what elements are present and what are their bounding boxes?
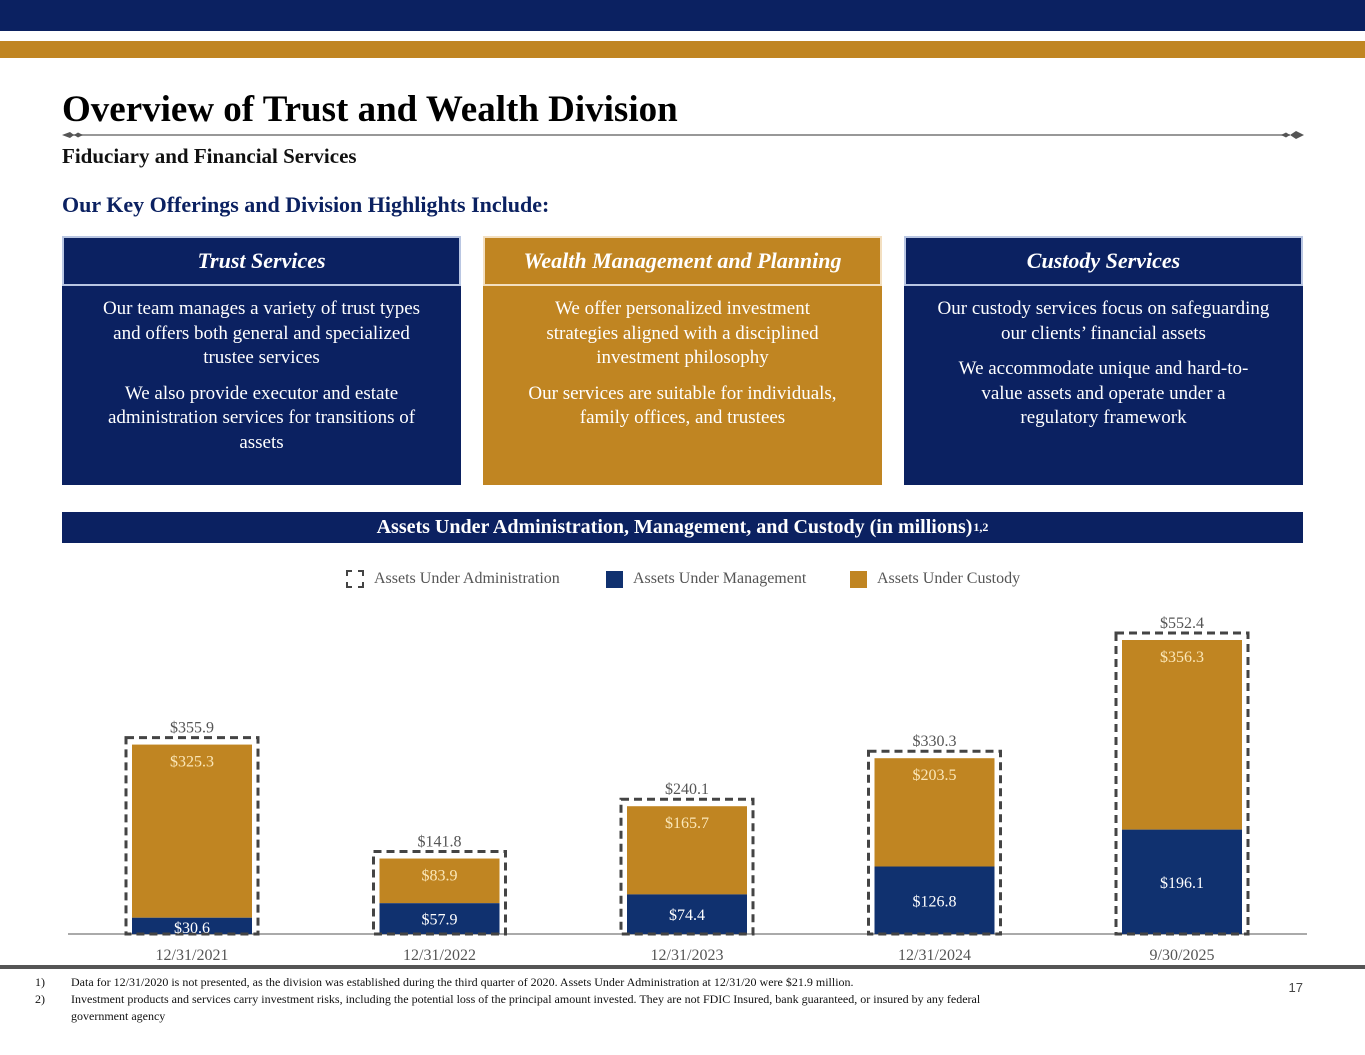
- bar-assets-under-custody: [379, 858, 500, 904]
- legend-item-aua: Assets Under Administration: [346, 570, 560, 588]
- data-label-total: $240.1: [665, 781, 709, 798]
- legend-item-aum: Assets Under Management: [606, 570, 806, 588]
- chart-title: Assets Under Administration, Management,…: [376, 516, 973, 538]
- footnote: 2) Investment products and services carr…: [0, 991, 1100, 1025]
- data-label-custody: $165.7: [665, 815, 709, 832]
- legend-swatch-aum: [606, 570, 623, 588]
- bar-assets-under-management: [1122, 829, 1242, 934]
- highlights-heading: Our Key Offerings and Division Highlight…: [62, 192, 550, 217]
- x-tick-label: 12/31/2022: [403, 947, 476, 964]
- legend-label: Assets Under Custody: [877, 570, 1021, 587]
- bar-assets-under-administration-outline: [867, 749, 1002, 936]
- footnote-number: 2): [35, 992, 45, 1006]
- card-body: Our team manages a variety of trust type…: [62, 286, 461, 455]
- data-label-custody: $203.5: [913, 767, 957, 784]
- card-paragraph: We accommodate unique and hard-to-value …: [958, 358, 1249, 428]
- data-label-total: $141.8: [418, 834, 462, 851]
- header-gold-band: [0, 41, 1365, 58]
- footnote-text: Data for 12/31/2020 is not presented, as…: [71, 975, 854, 989]
- card-trust-services: Trust Services Our team manages a variet…: [62, 236, 461, 485]
- x-tick-label: 12/31/2024: [898, 947, 971, 964]
- data-label-management: $196.1: [1160, 875, 1204, 892]
- bar-assets-under-administration-outline: [372, 850, 507, 936]
- footnote-number: 1): [35, 975, 45, 989]
- bar-assets-under-custody: [1122, 640, 1242, 830]
- chart-title-footnote-ref: 1,2: [973, 520, 989, 534]
- data-label-management: $30.6: [174, 920, 210, 937]
- page-title: Overview of Trust and Wealth Division: [62, 89, 678, 130]
- x-tick-label: 9/30/2025: [1150, 947, 1215, 964]
- footnote: 1) Data for 12/31/2020 is not presented,…: [0, 974, 1100, 991]
- footnote-text: Investment products and services carry i…: [71, 992, 981, 1023]
- chart-legend: Assets Under Administration Assets Under…: [0, 570, 1365, 592]
- header-navy-band: [0, 0, 1365, 31]
- bar-assets-under-management: [874, 866, 995, 934]
- data-label-total: $330.3: [913, 733, 957, 750]
- card-title: Custody Services: [904, 236, 1303, 286]
- bar-assets-under-custody: [874, 758, 995, 867]
- chart-title-banner: Assets Under Administration, Management,…: [62, 512, 1303, 543]
- x-tick-label: 12/31/2021: [156, 947, 229, 964]
- right-ornament-icon: [1281, 131, 1304, 139]
- data-label-management: $74.4: [669, 907, 705, 924]
- data-label-total: $552.4: [1160, 615, 1204, 632]
- bar-assets-under-custody: [627, 806, 747, 895]
- card-title: Wealth Management and Planning: [483, 236, 882, 286]
- data-label-custody: $356.3: [1160, 649, 1204, 666]
- card-paragraph: We also provide executor and estate admi…: [107, 382, 416, 453]
- bar-assets-under-management: [379, 903, 500, 934]
- card-paragraph: Our services are suitable for individual…: [528, 382, 837, 429]
- bar-assets-under-administration-outline: [1114, 631, 1250, 936]
- card-paragraph: We offer personalized investment strateg…: [546, 298, 819, 368]
- card-body: We offer personalized investment strateg…: [483, 286, 882, 431]
- legend-swatch-aua: [346, 570, 364, 588]
- left-ornament-icon: [62, 132, 83, 138]
- bar-assets-under-management: [627, 894, 747, 934]
- data-label-total: $355.9: [170, 720, 214, 737]
- card-body: Our custody services focus on safeguardi…: [904, 286, 1303, 431]
- card-paragraph: Our custody services focus on safeguardi…: [937, 298, 1270, 344]
- x-tick-label: 12/31/2023: [651, 947, 724, 964]
- data-label-custody: $83.9: [422, 868, 458, 885]
- page-number: 17: [1288, 980, 1303, 995]
- bar-assets-under-management: [132, 917, 252, 934]
- card-title: Trust Services: [62, 236, 461, 286]
- page-subtitle: Fiduciary and Financial Services: [62, 144, 357, 168]
- bar-assets-under-custody: [132, 744, 252, 918]
- data-label-custody: $325.3: [170, 754, 214, 771]
- footer-divider: [0, 965, 1365, 969]
- legend-label: Assets Under Administration: [374, 570, 560, 587]
- bar-assets-under-administration-outline: [619, 797, 755, 936]
- title-divider: [62, 131, 1304, 139]
- data-label-management: $57.9: [422, 912, 458, 929]
- legend-label: Assets Under Management: [633, 570, 807, 587]
- legend-item-auc: Assets Under Custody: [850, 570, 1020, 588]
- footnotes: 1) Data for 12/31/2020 is not presented,…: [0, 974, 1100, 1025]
- card-wealth-management: Wealth Management and Planning We offer …: [483, 236, 882, 485]
- card-paragraph: Our team manages a variety of trust type…: [102, 298, 421, 368]
- data-label-management: $126.8: [913, 893, 957, 910]
- stacked-bar-chart: $355.9 $325.3 $30.6 12/31/2021 $141.8 $83.9 $5…: [68, 615, 1307, 964]
- card-custody-services: Custody Services Our custody services fo…: [904, 236, 1303, 485]
- bar-assets-under-administration-outline: [124, 736, 260, 936]
- legend-swatch-auc: [850, 570, 867, 588]
